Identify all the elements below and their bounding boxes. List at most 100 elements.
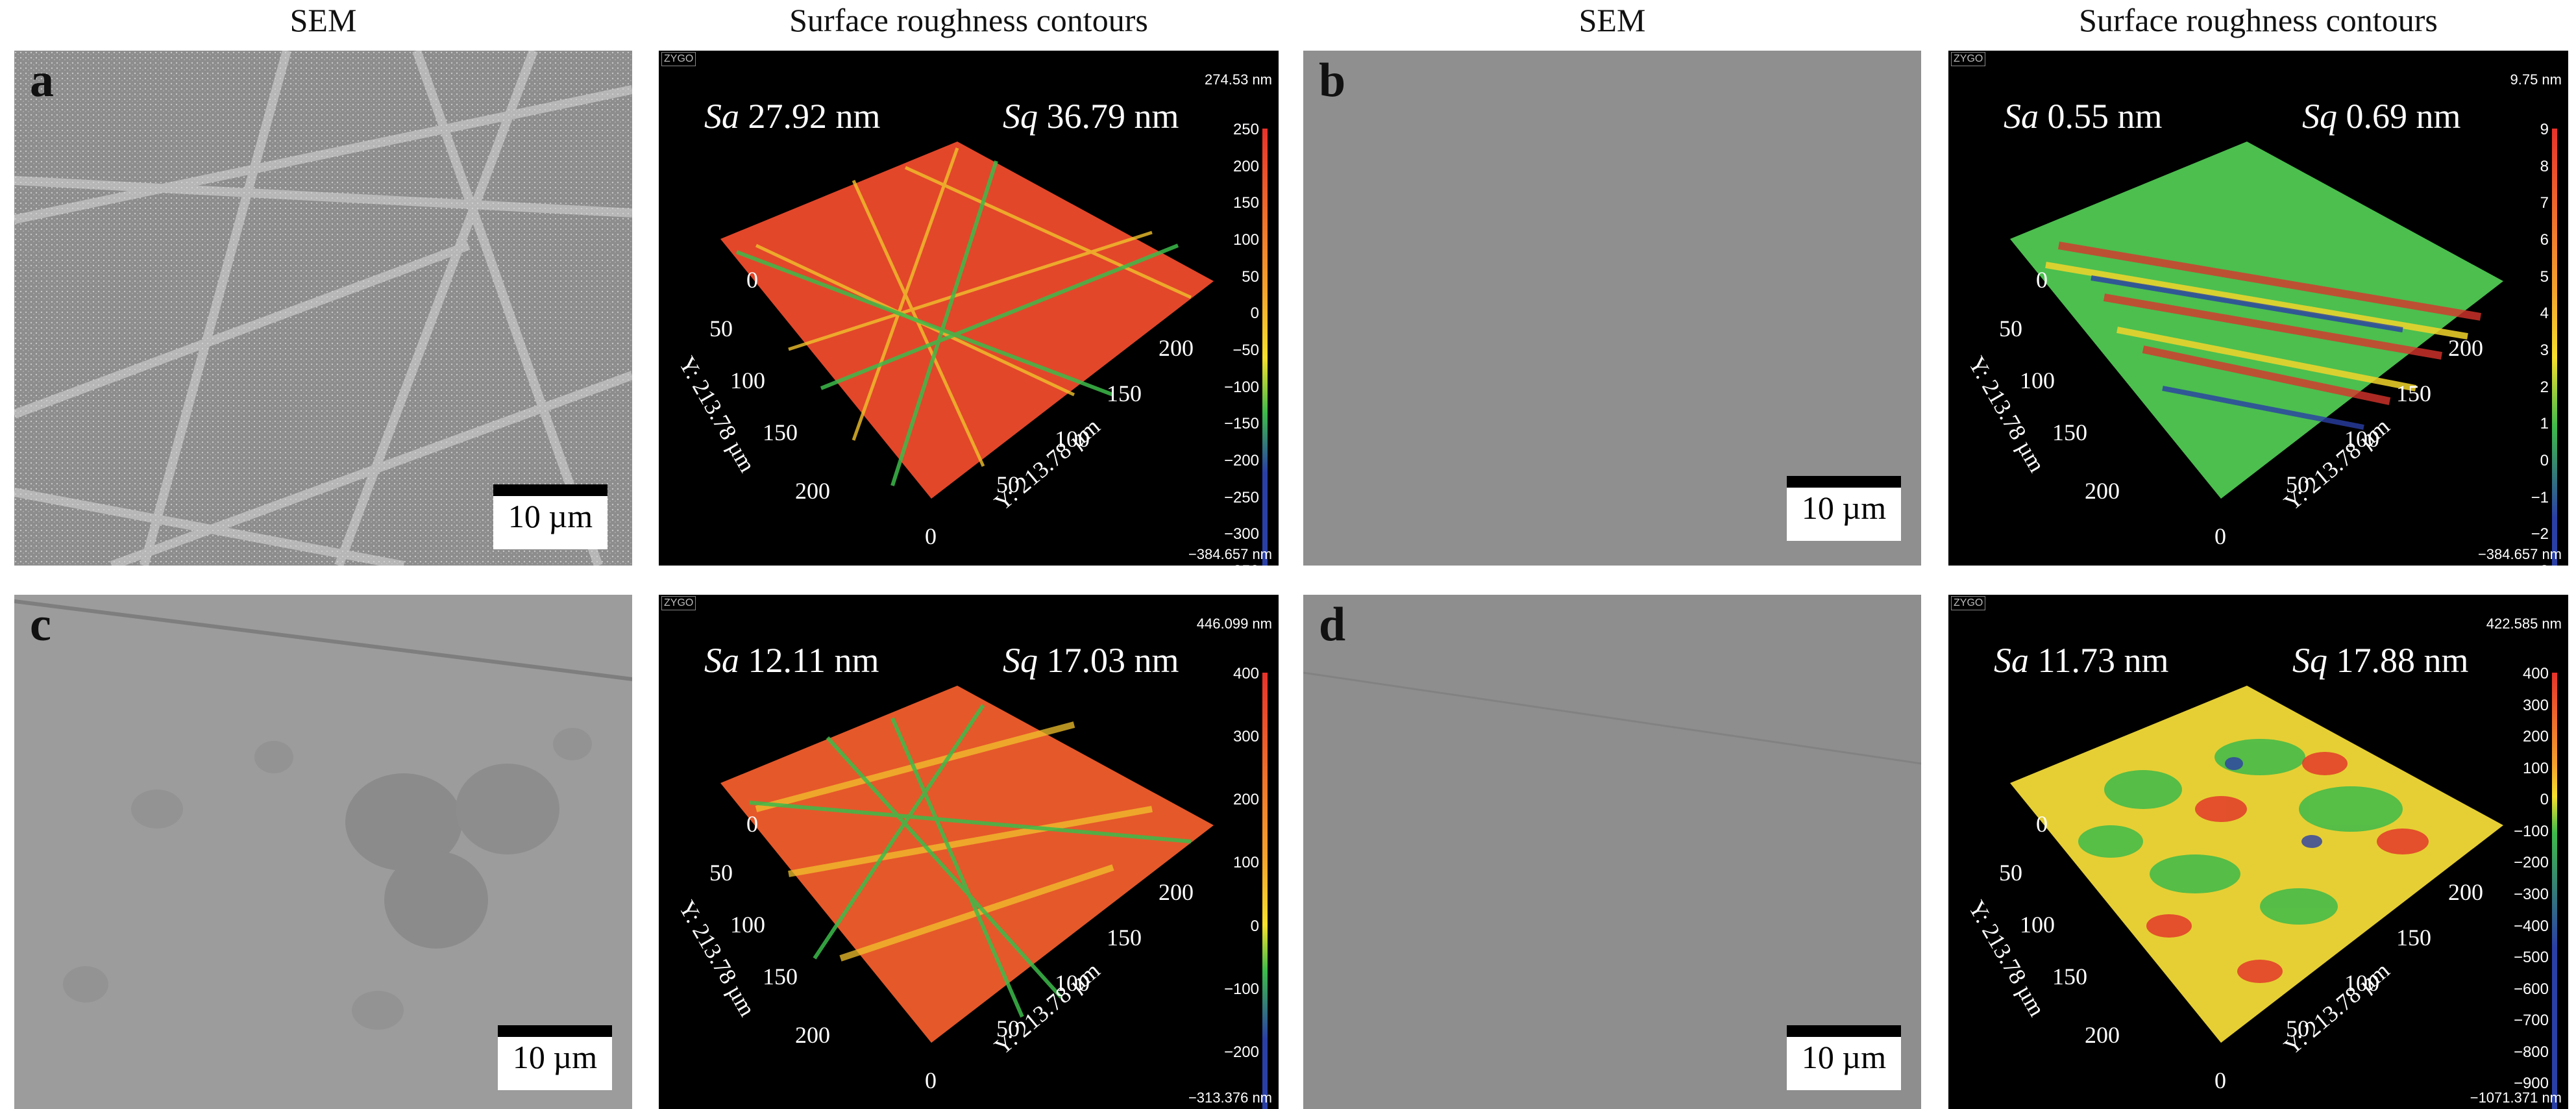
tick-d-right-150: 150 <box>2396 925 2431 951</box>
colorbar-tick-a-11: −300 <box>1223 525 1259 543</box>
colorbar-tick-a-12: −350 <box>1224 562 1259 566</box>
tick-d-bottom-0: 0 <box>2214 1067 2226 1093</box>
topo-image-a: 0 50 100 150 200 0 50 100 150 200 Y: 213… <box>659 51 1279 566</box>
tick-d-left-150: 150 <box>2052 964 2087 990</box>
sq-value-a: Sq 36.79 nm <box>1003 97 1179 136</box>
colorbar-tick-a-4: 50 <box>1242 268 1259 286</box>
tick-a-left-0: 0 <box>746 267 758 293</box>
colorbar-tick-c-2: 200 <box>1233 791 1259 809</box>
tick-a-left-100: 100 <box>730 368 765 393</box>
colorbar-tick-a-6: −50 <box>1233 342 1259 359</box>
tick-d-right-50: 50 <box>2286 1016 2309 1041</box>
header-sem-2: SEM <box>1578 2 1646 38</box>
colorbar-tick-a-0: 250 <box>1233 121 1259 138</box>
scale-bar-label-d: 10 µm <box>1801 1039 1887 1075</box>
scale-bar-a: 10 µm <box>493 484 607 549</box>
tick-a-right-150: 150 <box>1107 380 1142 406</box>
zmax-label-b: 9.75 nm <box>2510 71 2562 88</box>
tick-c-left-50: 50 <box>709 860 733 886</box>
panel-letter-b: b <box>1319 54 1346 107</box>
colorbar-tick-d-6: −200 <box>2513 854 2549 872</box>
sem-texture-c <box>14 599 632 1030</box>
tick-d-left-100: 100 <box>2020 912 2055 938</box>
scale-bar-c: 10 µm <box>498 1025 612 1090</box>
tick-a-right-200: 200 <box>1159 335 1194 361</box>
colorbar-tick-d-10: −600 <box>2513 980 2549 998</box>
tick-a-left-200: 200 <box>795 478 830 504</box>
tick-c-right-100: 100 <box>1055 970 1090 996</box>
tick-b-left-150: 150 <box>2052 419 2087 445</box>
tick-d-right-200: 200 <box>2448 879 2483 905</box>
colorbar-tick-a-7: −100 <box>1223 378 1259 396</box>
colorbar-tick-c-4: 0 <box>1250 917 1259 935</box>
sa-value-c: Sa 12.11 nm <box>704 641 879 680</box>
topo-surface-c: 0 50 100 150 200 0 50 100 150 200 Y: 213… <box>674 673 1268 1109</box>
zmin-label-b: −384.657 nm <box>2477 546 2562 562</box>
tick-a-left-50: 50 <box>709 316 733 342</box>
colorbar-tick-b-12: −3 <box>2531 562 2549 566</box>
colorbar-tick-b-4: 5 <box>2540 268 2549 286</box>
scale-bar-d: 10 µm <box>1787 1025 1901 1090</box>
sem-image-b: b 10 µm <box>1303 51 1921 566</box>
sem-texture-a <box>14 51 632 566</box>
zmax-label-d: 422.585 nm <box>2486 616 2562 632</box>
topo-image-b: 0 50 100 150 200 0 50 100 150 200 Y: 213… <box>1948 51 2568 566</box>
tick-b-left-50: 50 <box>1999 316 2022 342</box>
tick-d-right-100: 100 <box>2344 970 2379 996</box>
tick-b-right-50: 50 <box>2286 471 2309 497</box>
header-roughness-1: Surface roughness contours <box>789 2 1148 38</box>
colorbar-tick-d-11: −700 <box>2513 1012 2549 1030</box>
colorbar-tick-b-0: 9 <box>2540 121 2549 138</box>
colorbar-tick-a-5: 0 <box>1250 305 1259 323</box>
zygo-logo-d: ZYGO <box>1951 596 1986 610</box>
topo-image-d: 0 50 100 150 200 0 50 100 150 200 Y: 213… <box>1948 595 2568 1109</box>
colorbar-tick-c-6: −200 <box>1223 1043 1259 1061</box>
colorbar-tick-b-11: −2 <box>2531 525 2549 543</box>
panel-letter-d: d <box>1319 598 1346 651</box>
colorbar-tick-b-6: 3 <box>2540 342 2549 359</box>
zmin-label-d: −1071.371 nm <box>2470 1090 2562 1106</box>
colorbar-tick-a-3: 100 <box>1233 231 1259 249</box>
tick-c-right-150: 150 <box>1107 925 1142 951</box>
zmax-label-a: 274.53 nm <box>1205 71 1272 88</box>
zygo-logo-a: ZYGO <box>661 52 696 66</box>
sa-value-a: Sa 27.92 nm <box>704 97 881 136</box>
colorbar-tick-a-10: −250 <box>1223 488 1259 506</box>
tick-c-left-200: 200 <box>795 1022 830 1048</box>
zygo-logo-b: ZYGO <box>1951 52 1986 66</box>
colorbar-tick-d-4: 0 <box>2540 791 2549 809</box>
tick-c-right-200: 200 <box>1159 879 1194 905</box>
colorbar-tick-b-1: 8 <box>2540 157 2549 175</box>
sq-value-c: Sq 17.03 nm <box>1003 641 1179 680</box>
tick-a-left-150: 150 <box>763 419 798 445</box>
colorbar-tick-c-7: −300 <box>1224 1106 1259 1109</box>
scale-bar-b: 10 µm <box>1787 476 1901 541</box>
tick-d-left-50: 50 <box>1999 860 2022 886</box>
tick-c-left-150: 150 <box>763 964 798 990</box>
colorbar-tick-d-0: 400 <box>2522 665 2549 682</box>
sq-value-b: Sq 0.69 nm <box>2302 97 2461 136</box>
colorbar-tick-b-3: 6 <box>2540 231 2549 249</box>
colorbar-tick-a-2: 150 <box>1233 194 1259 212</box>
colorbar-tick-d-9: −500 <box>2513 949 2549 967</box>
sem-image-c: c 10 µm <box>14 595 632 1109</box>
scale-bar-label-c: 10 µm <box>512 1039 598 1075</box>
colorbar-tick-b-10: −1 <box>2531 488 2549 506</box>
colorbar-tick-c-1: 300 <box>1233 728 1259 746</box>
colorbar-tick-d-8: −400 <box>2513 917 2549 935</box>
colorbar-tick-d-5: −100 <box>2513 822 2549 840</box>
colorbar-tick-a-8: −150 <box>1223 415 1259 433</box>
colorbar-tick-d-1: 300 <box>2522 696 2549 714</box>
colorbar-tick-a-1: 200 <box>1233 157 1259 175</box>
header-sem-1: SEM <box>289 2 357 38</box>
tick-a-right-50: 50 <box>996 471 1020 497</box>
topo-surface-b: 0 50 100 150 200 0 50 100 150 200 Y: 213… <box>1963 129 2557 566</box>
colorbar-tick-d-13: −900 <box>2513 1075 2549 1093</box>
tick-a-right-100: 100 <box>1055 426 1090 452</box>
tick-a-bottom-0: 0 <box>925 523 937 549</box>
scale-bar-label-a: 10 µm <box>508 498 593 534</box>
colorbar-tick-c-0: 400 <box>1233 665 1259 682</box>
header-roughness-2: Surface roughness contours <box>2079 2 2438 38</box>
tick-d-left-0: 0 <box>2036 811 2048 837</box>
tick-b-left-0: 0 <box>2036 267 2048 293</box>
